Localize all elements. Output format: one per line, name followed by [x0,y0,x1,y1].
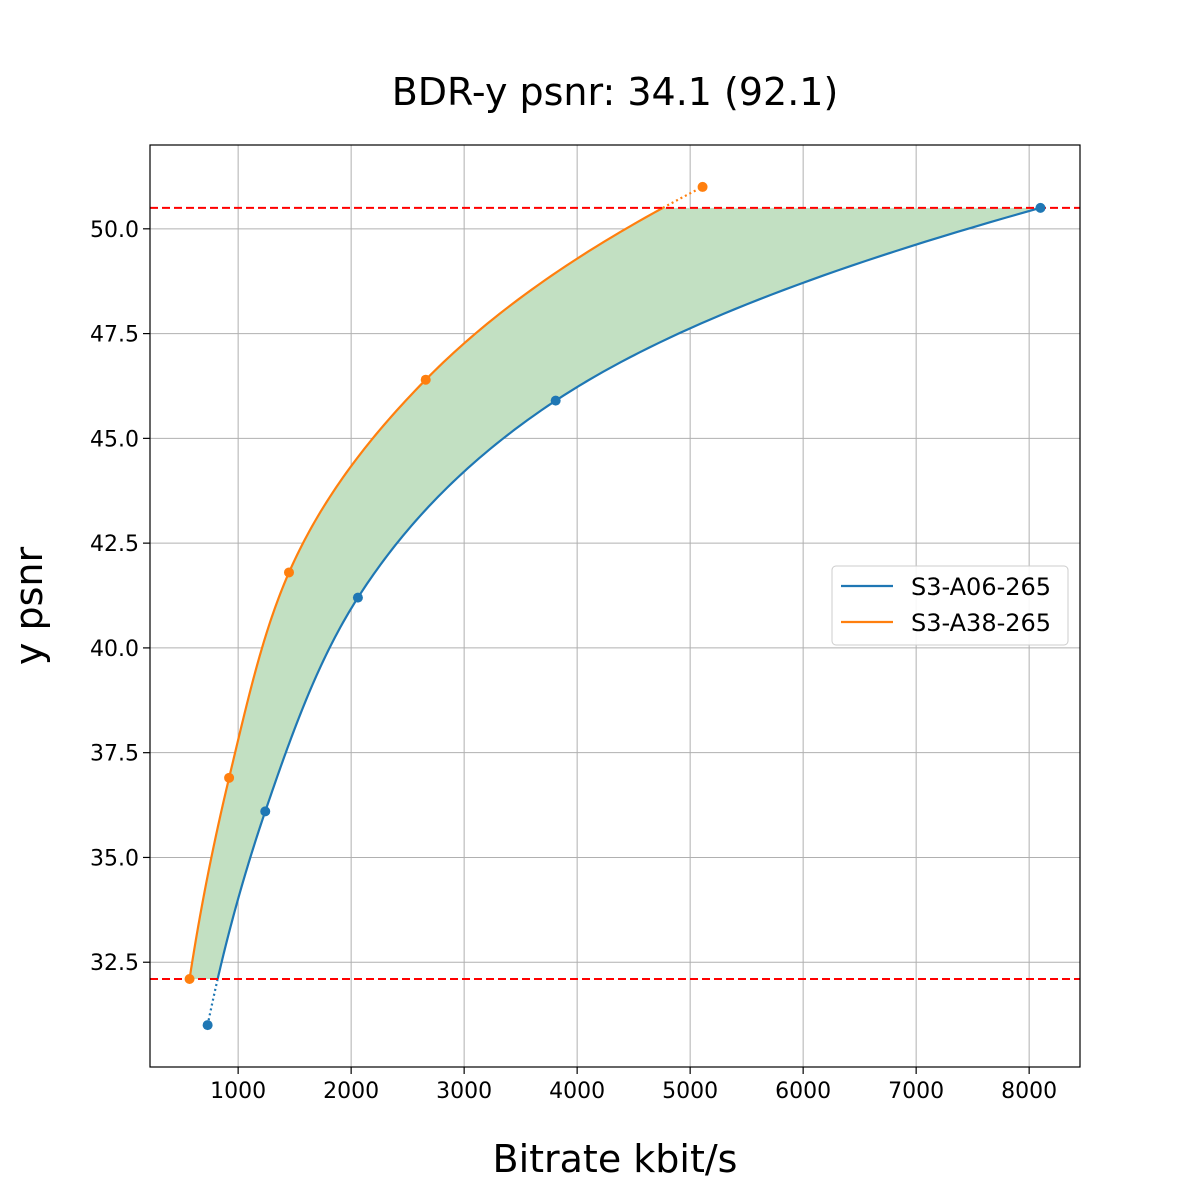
legend: S3-A06-265 S3-A38-265 [831,565,1069,646]
plot-area: 1000 2000 3000 4000 5000 6000 7000 8000 32.5 35.0… [90,144,1081,1104]
legend-label: S3-A38-265 [911,609,1051,637]
y-tick-label: 37.5 [90,742,139,767]
y-tick-label: 50.0 [90,218,139,243]
y-tick-label: 42.5 [90,532,139,557]
y-tick-label: 35.0 [90,846,139,871]
x-tick-label: 1000 [210,1079,266,1104]
x-tick-label: 5000 [662,1079,718,1104]
data-point [697,181,708,192]
x-tick-label: 3000 [436,1079,492,1104]
data-point [420,374,431,385]
data-point [184,973,195,984]
x-tick-label: 8000 [1001,1079,1057,1104]
x-tick-label: 2000 [323,1079,379,1104]
y-tick-label: 40.0 [90,637,139,662]
x-tick-label: 4000 [549,1079,605,1104]
x-tick-label: 6000 [775,1079,831,1104]
series-line-extrapolated [206,978,219,1026]
data-point [202,1020,213,1031]
data-point [260,806,271,817]
data-point [283,567,294,578]
series-2 [188,185,704,980]
series-line-extrapolated [662,185,704,209]
data-point [550,395,561,406]
y-tick-label: 47.5 [90,323,139,348]
x-tick-label: 7000 [888,1079,944,1104]
data-point [352,592,363,603]
data-point [1035,202,1046,213]
y-tick-label: 32.5 [90,951,139,976]
series-line [188,206,664,980]
y-tick-label: 45.0 [90,427,139,452]
chart-title: BDR-y psnr: 34.1 (92.1) [392,70,839,114]
data-point [224,772,235,783]
legend-label: S3-A06-265 [911,573,1051,601]
y-axis-title: y psnr [7,547,51,666]
x-axis-title: Bitrate kbit/s [493,1137,738,1181]
plot-frame [149,144,1081,1068]
